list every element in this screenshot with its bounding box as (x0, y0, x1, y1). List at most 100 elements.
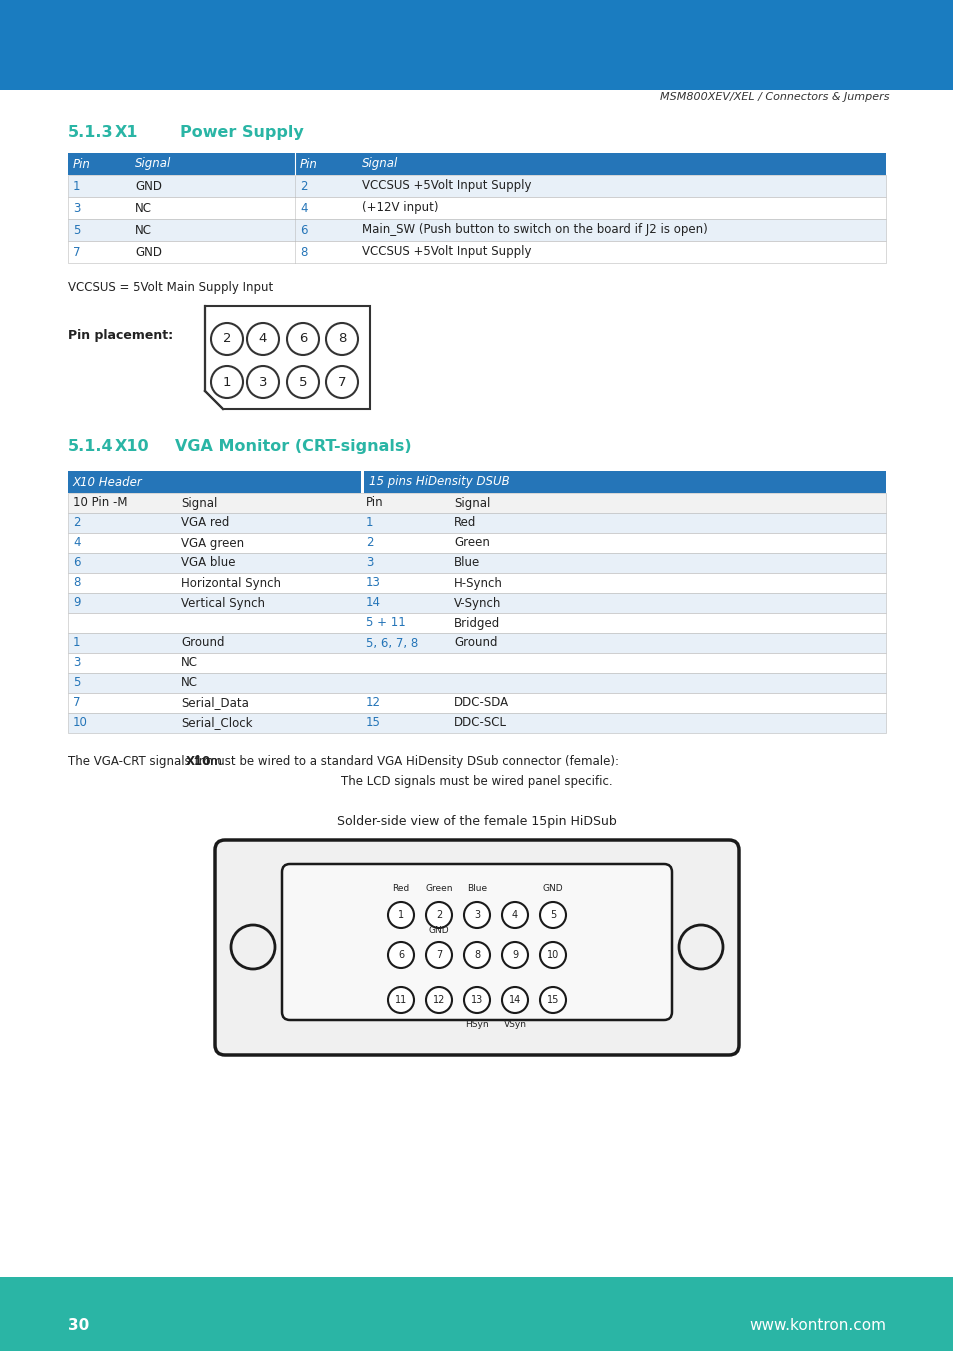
Text: Green: Green (454, 536, 489, 550)
FancyBboxPatch shape (68, 534, 885, 553)
Text: Signal: Signal (181, 497, 217, 509)
Circle shape (326, 366, 357, 399)
Text: 6: 6 (73, 557, 80, 570)
Text: Main_SW (Push button to switch on the board if J2 is open): Main_SW (Push button to switch on the bo… (361, 223, 707, 236)
Text: 12: 12 (433, 994, 445, 1005)
Text: 8: 8 (474, 950, 479, 961)
Text: NC: NC (181, 677, 198, 689)
Circle shape (326, 323, 357, 355)
Text: 15: 15 (546, 994, 558, 1005)
Circle shape (501, 988, 527, 1013)
Text: HSyn: HSyn (465, 1020, 488, 1029)
Text: 13: 13 (366, 577, 380, 589)
Text: Serial_Data: Serial_Data (181, 697, 249, 709)
Circle shape (463, 902, 490, 928)
Text: Signal: Signal (361, 158, 397, 170)
Text: NC: NC (135, 201, 152, 215)
FancyBboxPatch shape (214, 840, 739, 1055)
FancyBboxPatch shape (68, 693, 885, 713)
Text: 15: 15 (366, 716, 380, 730)
Text: 5, 6, 7, 8: 5, 6, 7, 8 (366, 636, 417, 650)
Text: VGA green: VGA green (181, 536, 244, 550)
Circle shape (247, 366, 278, 399)
Text: 10: 10 (546, 950, 558, 961)
Text: V-Synch: V-Synch (454, 597, 501, 609)
Text: 5.1.3: 5.1.3 (68, 126, 113, 141)
FancyBboxPatch shape (68, 219, 885, 240)
Circle shape (463, 942, 490, 969)
Text: 7: 7 (73, 246, 80, 258)
Text: 7: 7 (436, 950, 441, 961)
Circle shape (287, 366, 318, 399)
Text: NC: NC (135, 223, 152, 236)
Text: 4: 4 (73, 536, 80, 550)
Text: Pin: Pin (366, 497, 383, 509)
Text: 14: 14 (508, 994, 520, 1005)
Text: 12: 12 (366, 697, 380, 709)
FancyBboxPatch shape (68, 197, 885, 219)
Text: 13: 13 (471, 994, 482, 1005)
Text: 1: 1 (73, 636, 80, 650)
Text: Green: Green (425, 884, 453, 893)
Text: X10: X10 (115, 439, 150, 454)
Text: Bridged: Bridged (454, 616, 499, 630)
Text: 11: 11 (395, 994, 407, 1005)
Text: 14: 14 (366, 597, 380, 609)
Text: X1: X1 (115, 126, 138, 141)
FancyBboxPatch shape (68, 653, 885, 673)
Text: must be wired to a standard VGA HiDensity DSub connector (female):: must be wired to a standard VGA HiDensit… (202, 755, 618, 767)
Circle shape (211, 366, 243, 399)
FancyBboxPatch shape (68, 613, 885, 634)
Text: 4: 4 (258, 332, 267, 346)
Text: VSyn: VSyn (503, 1020, 526, 1029)
Text: GND: GND (542, 884, 562, 893)
FancyBboxPatch shape (68, 153, 885, 176)
Circle shape (426, 988, 452, 1013)
Circle shape (247, 323, 278, 355)
Text: 7: 7 (337, 376, 346, 389)
Text: 5 + 11: 5 + 11 (366, 616, 405, 630)
Text: VCCSUS = 5Volt Main Supply Input: VCCSUS = 5Volt Main Supply Input (68, 281, 273, 295)
Text: Ground: Ground (454, 636, 497, 650)
Text: 9: 9 (512, 950, 517, 961)
Text: 3: 3 (474, 911, 479, 920)
Text: Red: Red (454, 516, 476, 530)
Text: 8: 8 (299, 246, 307, 258)
Text: DDC-SCL: DDC-SCL (454, 716, 506, 730)
Text: Serial_Clock: Serial_Clock (181, 716, 253, 730)
Text: The VGA-CRT signals from: The VGA-CRT signals from (68, 755, 226, 767)
Text: 5: 5 (549, 911, 556, 920)
Text: 1: 1 (73, 180, 80, 192)
Circle shape (388, 988, 414, 1013)
Circle shape (463, 988, 490, 1013)
FancyBboxPatch shape (68, 471, 360, 493)
Text: 2: 2 (436, 911, 441, 920)
Text: 3: 3 (366, 557, 373, 570)
Text: 15 pins HiDensity DSUB: 15 pins HiDensity DSUB (369, 476, 509, 489)
Text: GND: GND (135, 180, 162, 192)
Circle shape (287, 323, 318, 355)
Text: VCCSUS +5Volt Input Supply: VCCSUS +5Volt Input Supply (361, 246, 531, 258)
Text: Signal: Signal (454, 497, 490, 509)
Circle shape (388, 902, 414, 928)
Text: Pin placement:: Pin placement: (68, 330, 172, 343)
Text: Signal: Signal (135, 158, 172, 170)
Text: The LCD signals must be wired panel specific.: The LCD signals must be wired panel spec… (341, 775, 612, 788)
Text: Pin: Pin (73, 158, 91, 170)
FancyBboxPatch shape (68, 176, 885, 197)
Text: 6: 6 (299, 223, 307, 236)
Text: Horizontal Synch: Horizontal Synch (181, 577, 281, 589)
FancyBboxPatch shape (68, 493, 885, 513)
Text: www.kontron.com: www.kontron.com (748, 1317, 885, 1332)
Text: 2: 2 (222, 332, 231, 346)
Text: 5: 5 (298, 376, 307, 389)
FancyBboxPatch shape (203, 390, 224, 411)
FancyBboxPatch shape (0, 1277, 953, 1351)
FancyBboxPatch shape (68, 713, 885, 734)
Circle shape (231, 925, 274, 969)
Text: 1: 1 (366, 516, 374, 530)
Text: VGA red: VGA red (181, 516, 229, 530)
Text: (+12V input): (+12V input) (361, 201, 438, 215)
Circle shape (539, 942, 565, 969)
Text: Pin: Pin (299, 158, 317, 170)
